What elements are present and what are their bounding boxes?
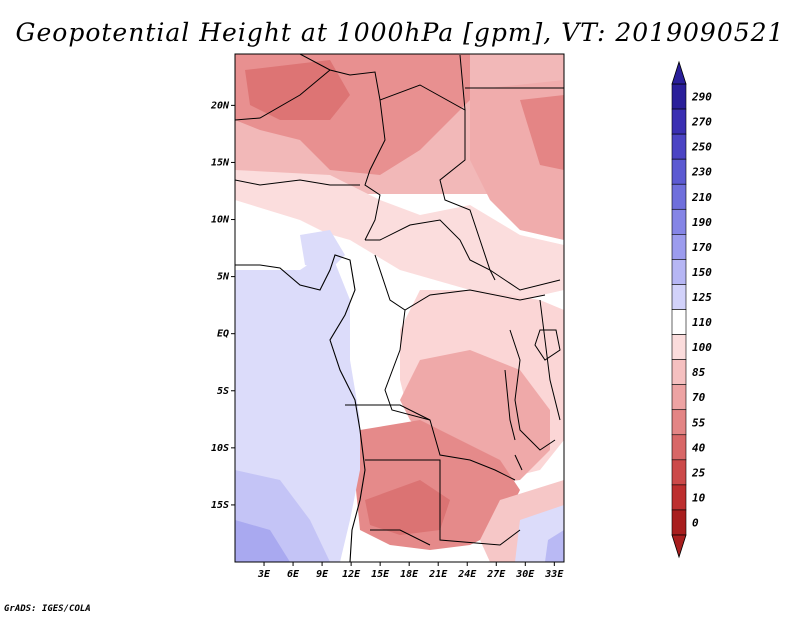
colorbar-swatch — [671, 484, 687, 511]
lon-label: 3E — [257, 569, 271, 580]
colorbar-label: 110 — [692, 316, 712, 329]
colorbar-swatch — [671, 133, 687, 160]
latitude-axis: 20N 15N 10N 5N EQ 5S 10S 15S — [210, 100, 235, 511]
lat-label: EQ — [217, 329, 229, 340]
colorbar-swatch — [671, 158, 687, 185]
colorbar-label: 170 — [692, 241, 712, 254]
lon-label: 21E — [428, 569, 448, 580]
colorbar-label: 70 — [692, 391, 706, 404]
colorbar-label: 190 — [692, 216, 712, 229]
colorbar-swatch — [671, 434, 687, 461]
colorbar-swatch — [671, 384, 687, 411]
lon-label: 33E — [544, 569, 564, 580]
lon-label: 24E — [457, 569, 477, 580]
colorbar-swatch — [671, 259, 687, 285]
lakes — [504, 329, 561, 471]
grads-credit: GrADS: IGES/COLA — [4, 604, 91, 614]
map-frame — [234, 53, 565, 563]
coastline — [235, 254, 366, 562]
lat-label: 20N — [210, 100, 230, 111]
colorbar-label: 150 — [692, 266, 712, 279]
lat-label: 15S — [211, 500, 229, 511]
lat-label: 15N — [211, 157, 230, 168]
chart-title: Geopotential Height at 1000hPa [gpm], VT… — [15, 18, 785, 47]
colorbar-swatch — [671, 234, 687, 260]
colorbar-label: 210 — [691, 191, 712, 204]
lon-label: 9E — [316, 569, 329, 580]
lat-label: 10S — [211, 443, 229, 454]
colorbar-label: 230 — [691, 166, 712, 179]
colorbar-label: 25 — [691, 466, 706, 479]
lon-label: 6E — [287, 569, 300, 580]
longitude-axis: 3E 6E 9E 12E 15E 18E 21E 24E 27E 30E 33E — [257, 562, 564, 580]
colorbar-swatch — [671, 459, 687, 486]
lon-label: 30E — [515, 569, 535, 580]
lon-label: 12E — [342, 569, 361, 580]
colorbar-label: 125 — [692, 291, 712, 304]
country-boundaries — [235, 54, 564, 546]
colorbar-swatch — [671, 183, 687, 210]
colorbar-swatch — [671, 409, 687, 436]
colorbar-label: 270 — [691, 116, 712, 129]
lon-label: 27E — [486, 569, 506, 580]
lon-label: 18E — [400, 569, 419, 580]
lat-label: 5S — [217, 386, 229, 397]
colorbar-label: 85 — [692, 366, 706, 379]
colorbar: 2902702502302101901701501251101008570554… — [671, 60, 712, 559]
colorbar-swatch — [671, 284, 687, 310]
colorbar-swatch — [671, 359, 687, 385]
colorbar-swatch — [671, 208, 687, 235]
colorbar-swatch — [671, 309, 687, 335]
colorbar-label: 10 — [692, 491, 706, 504]
lat-label: 5N — [217, 272, 230, 283]
colorbar-label: 100 — [692, 341, 712, 354]
colorbar-top-arrow — [671, 60, 687, 85]
colorbar-swatch — [671, 83, 687, 110]
colorbar-swatch — [671, 108, 687, 135]
colorbar-swatch — [671, 509, 687, 536]
colorbar-label: 40 — [692, 441, 706, 454]
colorbar-bottom-arrow — [671, 534, 687, 559]
colorbar-label: 250 — [691, 141, 712, 154]
colorbar-label: 55 — [692, 416, 706, 429]
lon-label: 15E — [371, 569, 390, 580]
lat-label: 10N — [211, 215, 230, 226]
colorbar-label: 290 — [691, 91, 712, 104]
colorbar-swatch — [671, 334, 687, 360]
colorbar-label: 0 — [692, 516, 699, 529]
